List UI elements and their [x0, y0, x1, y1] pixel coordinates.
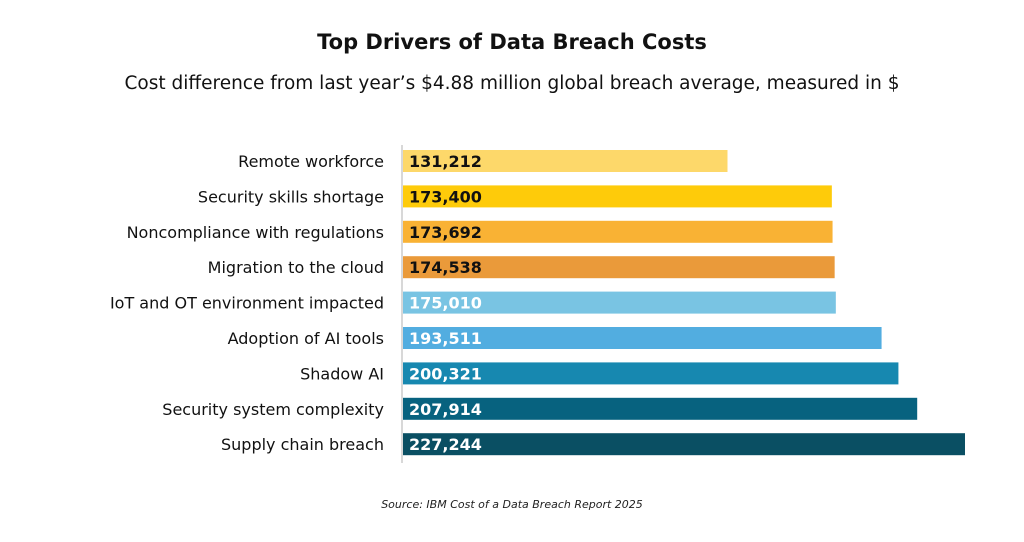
data-label: 174,538	[409, 258, 482, 277]
category-label: Security skills shortage	[198, 187, 384, 206]
bar	[403, 185, 832, 208]
chart-subtitle: Cost difference from last year’s $4.88 m…	[124, 73, 900, 94]
bar	[403, 397, 918, 420]
source-note: Source: IBM Cost of a Data Breach Report…	[381, 498, 643, 511]
bar	[403, 327, 882, 349]
bar	[403, 433, 965, 456]
category-label: IoT and OT environment impacted	[110, 294, 384, 313]
data-label: 131,212	[409, 152, 482, 171]
bar	[403, 150, 728, 172]
data-label: 175,010	[409, 294, 482, 313]
data-label: 200,321	[409, 364, 482, 383]
category-label: Security system complexity	[162, 400, 384, 419]
bar	[403, 220, 833, 243]
category-label: Shadow AI	[300, 364, 384, 383]
bar	[403, 291, 836, 314]
data-label: 193,511	[409, 329, 482, 348]
category-label: Migration to the cloud	[208, 258, 384, 277]
bar	[403, 362, 899, 385]
category-label: Remote workforce	[238, 152, 384, 171]
category-label: Noncompliance with regulations	[127, 223, 384, 242]
chart-title: Top Drivers of Data Breach Costs	[317, 30, 707, 54]
bar	[403, 256, 835, 279]
category-label: Supply chain breach	[221, 435, 384, 454]
data-label: 173,400	[409, 187, 482, 206]
category-label: Adoption of AI tools	[228, 329, 384, 348]
data-label: 207,914	[409, 400, 482, 419]
data-label: 227,244	[409, 435, 482, 454]
data-label: 173,692	[409, 223, 482, 242]
